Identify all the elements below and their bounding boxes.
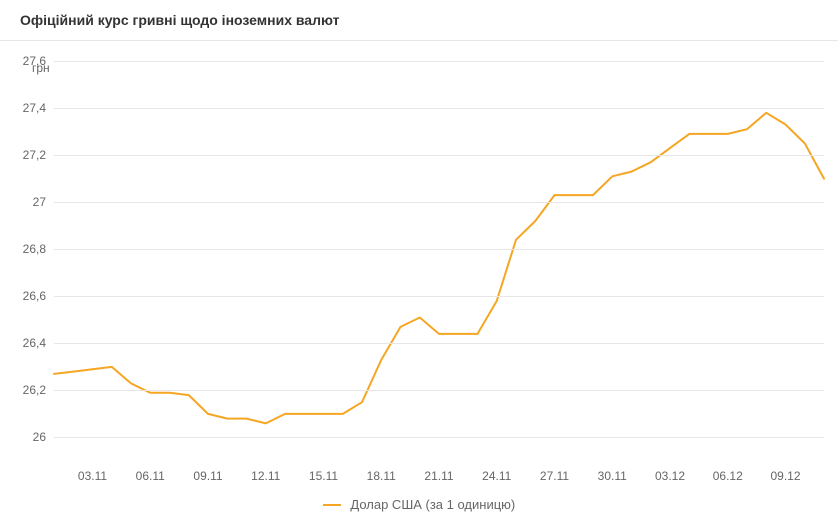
x-tick-label: 15.11 [309,469,338,483]
x-tick-label: 30.11 [598,469,627,483]
x-tick-label: 24.11 [482,469,511,483]
y-tick-label: 26,2 [6,383,46,397]
y-tick-label: 26,8 [6,242,46,256]
gridline [54,155,824,156]
gridline [54,202,824,203]
gridline [54,61,824,62]
y-tick-label: 26,4 [6,336,46,350]
x-tick-label: 27.11 [540,469,569,483]
gridline [54,108,824,109]
gridline [54,343,824,344]
x-tick-label: 18.11 [367,469,396,483]
gridline [54,437,824,438]
y-tick-label: 26 [6,430,46,444]
y-tick-label: 26,6 [6,289,46,303]
y-tick-label: 27,6 [6,54,46,68]
legend: Долар США (за 1 одиницю) [0,496,838,512]
chart-title: Офіційний курс гривні щодо іноземних вал… [0,0,838,28]
y-tick-label: 27,2 [6,148,46,162]
legend-swatch [323,504,341,506]
x-tick-label: 09.11 [193,469,222,483]
x-tick-label: 09.12 [770,469,800,483]
line-plot [54,61,824,461]
x-tick-label: 06.11 [136,469,165,483]
gridline [54,296,824,297]
plot-area: 2626,226,426,626,82727,227,427,603.1106.… [54,61,824,461]
gridline [54,249,824,250]
y-tick-label: 27 [6,195,46,209]
chart-container: грн 2626,226,426,626,82727,227,427,603.1… [0,40,838,520]
x-tick-label: 03.12 [655,469,685,483]
legend-label: Долар США (за 1 одиницю) [350,497,515,512]
series-line [54,113,824,424]
x-tick-label: 21.11 [424,469,453,483]
x-tick-label: 06.12 [713,469,743,483]
x-tick-label: 03.11 [78,469,107,483]
gridline [54,390,824,391]
x-tick-label: 12.11 [251,469,280,483]
y-tick-label: 27,4 [6,101,46,115]
